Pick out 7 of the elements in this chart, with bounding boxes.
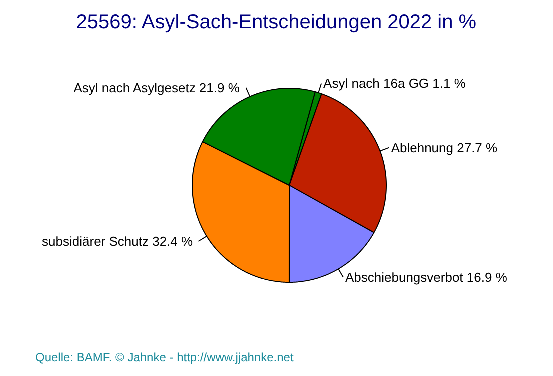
slice-label: Asyl nach 16a GG 1.1 %	[324, 76, 466, 92]
slice-label: subsidiärer Schutz 32.4 %	[42, 234, 194, 250]
slice-label: Asyl nach Asylgesetz 21.9 %	[74, 80, 240, 96]
slice-label: Ablehnung 27.7 %	[391, 140, 498, 156]
chart-title: 25569: Asyl-Sach-Entscheidungen 2022 in %	[76, 12, 477, 34]
source-note: Quelle: BAMF. © Jahnke - http://www.jjahnke.net	[36, 350, 294, 364]
slice-label: Abschiebungsverbot 16.9 %	[345, 270, 508, 286]
